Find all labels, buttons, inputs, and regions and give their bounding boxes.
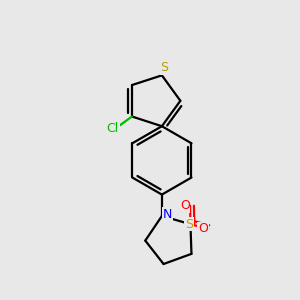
Text: S: S <box>160 61 168 74</box>
Text: Cl: Cl <box>106 122 119 135</box>
Text: O: O <box>180 199 190 212</box>
Text: O: O <box>198 223 208 236</box>
Text: N: N <box>163 208 172 221</box>
Text: S: S <box>185 218 193 231</box>
